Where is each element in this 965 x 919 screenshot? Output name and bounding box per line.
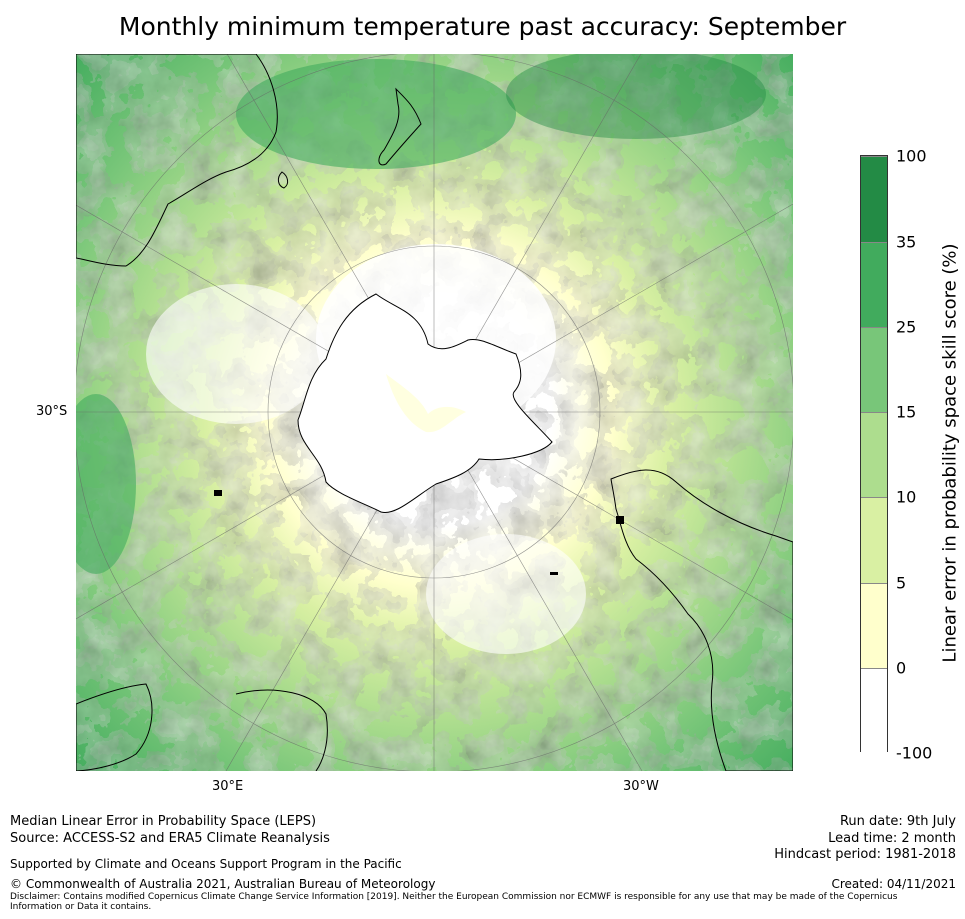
footer-source: Source: ACCESS-S2 and ERA5 Climate Reana… [10,831,330,846]
island [550,572,558,575]
footer-hindcast: Hindcast period: 1981-2018 [774,847,956,862]
footer-lead-time: Lead time: 2 month [828,831,956,846]
colorbar-bin [861,327,887,412]
colorbar-bin [861,668,887,753]
island [214,490,222,496]
colorbar-label: Linear error in probability space skill … [939,243,961,663]
madagascar-coastline [235,689,328,771]
colorbar [860,155,888,753]
polar-map [76,54,793,771]
high-skill-region [506,54,766,139]
longitude-label-30e: 30°E [212,779,244,794]
colorbar-bin [861,156,887,242]
tasmania-coastline [277,171,289,189]
footer-disclaimer: Disclaimer: Contains modified Copernicus… [10,892,898,912]
footer-created: Created: 04/11/2021 [831,877,956,891]
colorbar-tick: 15 [896,402,917,422]
footer-support: Supported by Climate and Oceans Support … [10,857,402,871]
high-skill-region [76,394,136,574]
high-skill-region [236,59,516,169]
colorbar-tick: 0 [896,658,907,678]
colorbar-tick: 5 [896,573,907,593]
new-zealand-coastline [378,87,422,166]
colorbar-tick: 10 [896,487,917,507]
colorbar-tick: -100 [896,743,933,763]
low-skill-region [146,284,326,424]
colorbar-bin [861,242,887,327]
footer-run-date: Run date: 9th July [839,814,956,829]
island [616,516,624,524]
map-canvas [76,54,793,771]
footer-copyright: © Commonwealth of Australia 2021, Austra… [10,877,436,891]
colorbar-tick: 25 [896,317,917,337]
colorbar-bin [861,497,887,583]
longitude-label-30w: 30°W [623,779,659,794]
low-skill-region [426,534,586,654]
chart-title: Monthly minimum temperature past accurac… [118,12,847,41]
latitude-label: 30°S [36,404,68,419]
colorbar-bin [861,583,887,668]
antarctic-interior [386,374,466,433]
footer-method: Median Linear Error in Probability Space… [10,814,317,829]
south-america-coastline [610,469,793,771]
antarctica-coastline [297,293,553,513]
colorbar-tick: 100 [896,146,927,166]
africa-coastline [76,683,153,771]
australia-coastline [76,54,278,267]
colorbar-tick: 35 [896,232,917,252]
colorbar-bin [861,412,887,497]
